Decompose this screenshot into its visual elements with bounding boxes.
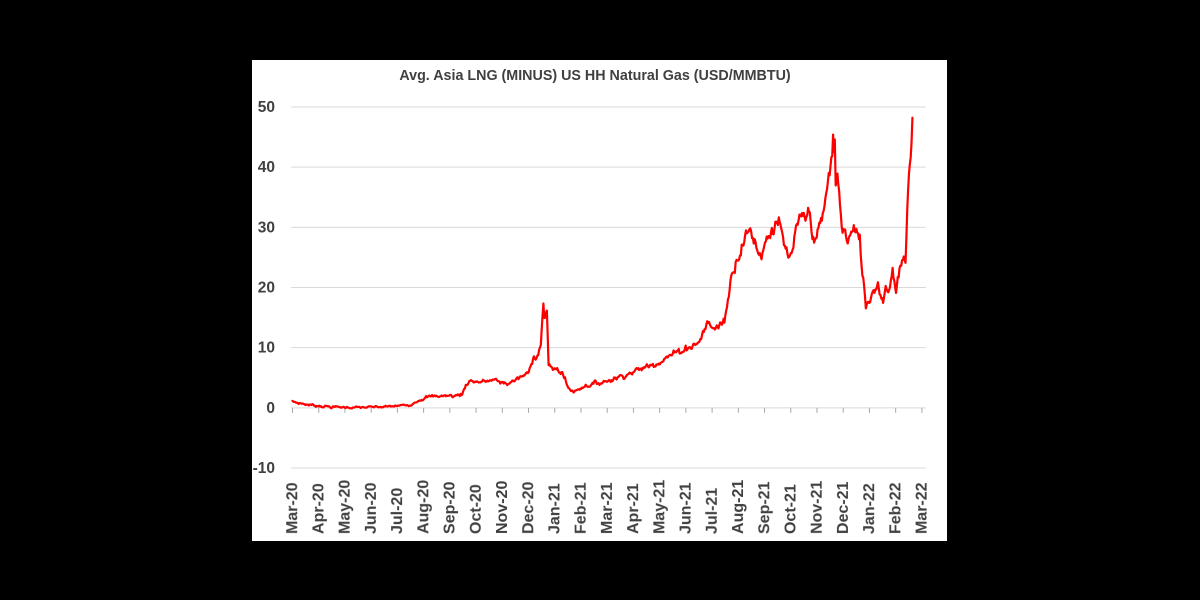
svg-text:Jun-21: Jun-21 <box>678 482 695 534</box>
svg-text:Nov-21: Nov-21 <box>809 481 826 534</box>
svg-text:20: 20 <box>258 280 275 297</box>
svg-text:Oct-20: Oct-20 <box>468 484 485 534</box>
svg-text:Nov-20: Nov-20 <box>494 481 511 534</box>
svg-text:Jul-21: Jul-21 <box>704 488 721 534</box>
svg-text:Sep-20: Sep-20 <box>442 481 459 534</box>
svg-text:Dec-20: Dec-20 <box>520 481 537 534</box>
svg-text:Mar-20: Mar-20 <box>284 482 301 534</box>
svg-text:May-20: May-20 <box>337 480 354 534</box>
svg-text:Aug-21: Aug-21 <box>730 480 747 534</box>
svg-text:Feb-22: Feb-22 <box>887 482 904 534</box>
svg-text:Mar-22: Mar-22 <box>914 482 931 534</box>
svg-text:Jun-20: Jun-20 <box>363 482 380 534</box>
svg-text:Sep-21: Sep-21 <box>756 481 773 534</box>
svg-text:40: 40 <box>258 159 275 176</box>
svg-text:-10: -10 <box>253 460 275 477</box>
svg-text:May-21: May-21 <box>651 480 668 534</box>
svg-text:0: 0 <box>266 400 275 417</box>
svg-text:Jan-21: Jan-21 <box>546 483 563 534</box>
svg-text:30: 30 <box>258 219 275 236</box>
svg-text:Apr-20: Apr-20 <box>310 483 327 534</box>
svg-text:10: 10 <box>258 340 275 357</box>
svg-text:Dec-21: Dec-21 <box>835 481 852 534</box>
svg-text:Jul-20: Jul-20 <box>389 488 406 534</box>
svg-text:Aug-20: Aug-20 <box>415 480 432 534</box>
svg-text:50: 50 <box>258 99 275 116</box>
svg-text:Avg. Asia LNG (MINUS) US HH Na: Avg. Asia LNG (MINUS) US HH Natural Gas … <box>399 68 791 84</box>
svg-text:Oct-21: Oct-21 <box>782 484 799 534</box>
svg-text:Feb-21: Feb-21 <box>573 482 590 534</box>
svg-text:Apr-21: Apr-21 <box>625 483 642 534</box>
svg-text:Jan-22: Jan-22 <box>861 483 878 534</box>
svg-text:Mar-21: Mar-21 <box>599 482 616 534</box>
